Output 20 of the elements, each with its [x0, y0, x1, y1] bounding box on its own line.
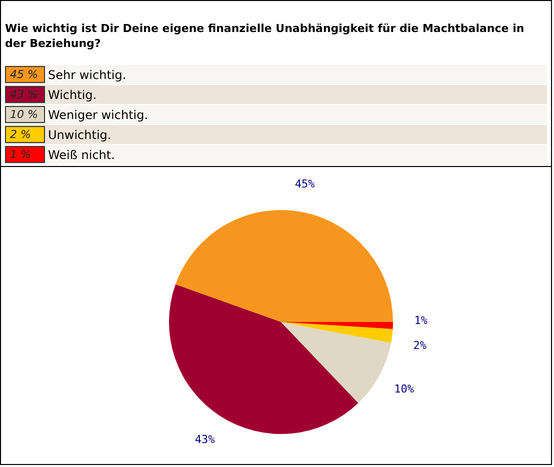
text: 2 %: [5, 126, 45, 143]
data-label: 1%: [414, 314, 428, 327]
text: 45 %: [5, 66, 45, 83]
chart-title: Wie wichtig ist Dir Deine eigene finanzielle Unabhängigkeit für die Machtbalance in der Beziehung?: [4, 21, 526, 52]
text: 43 %: [5, 86, 45, 103]
pie-slice: [281, 322, 393, 343]
data-label: 43%: [194, 432, 216, 446]
data-label: 2%: [413, 338, 427, 352]
legend-label: Unwichtig.: [48, 128, 112, 142]
legend-label: Sehr wichtig.: [48, 68, 126, 82]
legend-label: Weniger wichtig.: [48, 108, 148, 122]
pie-slice: [175, 210, 393, 322]
pie-slice: [169, 284, 358, 434]
data-label: 45%: [294, 178, 316, 191]
text: 10 %: [5, 106, 45, 123]
legend-label: Weiß nicht.: [48, 148, 115, 162]
text: 1 %: [5, 146, 45, 163]
legend-label: Wichtig.: [48, 88, 97, 102]
data-label: 10%: [394, 382, 414, 396]
pie-slice: [281, 322, 392, 404]
